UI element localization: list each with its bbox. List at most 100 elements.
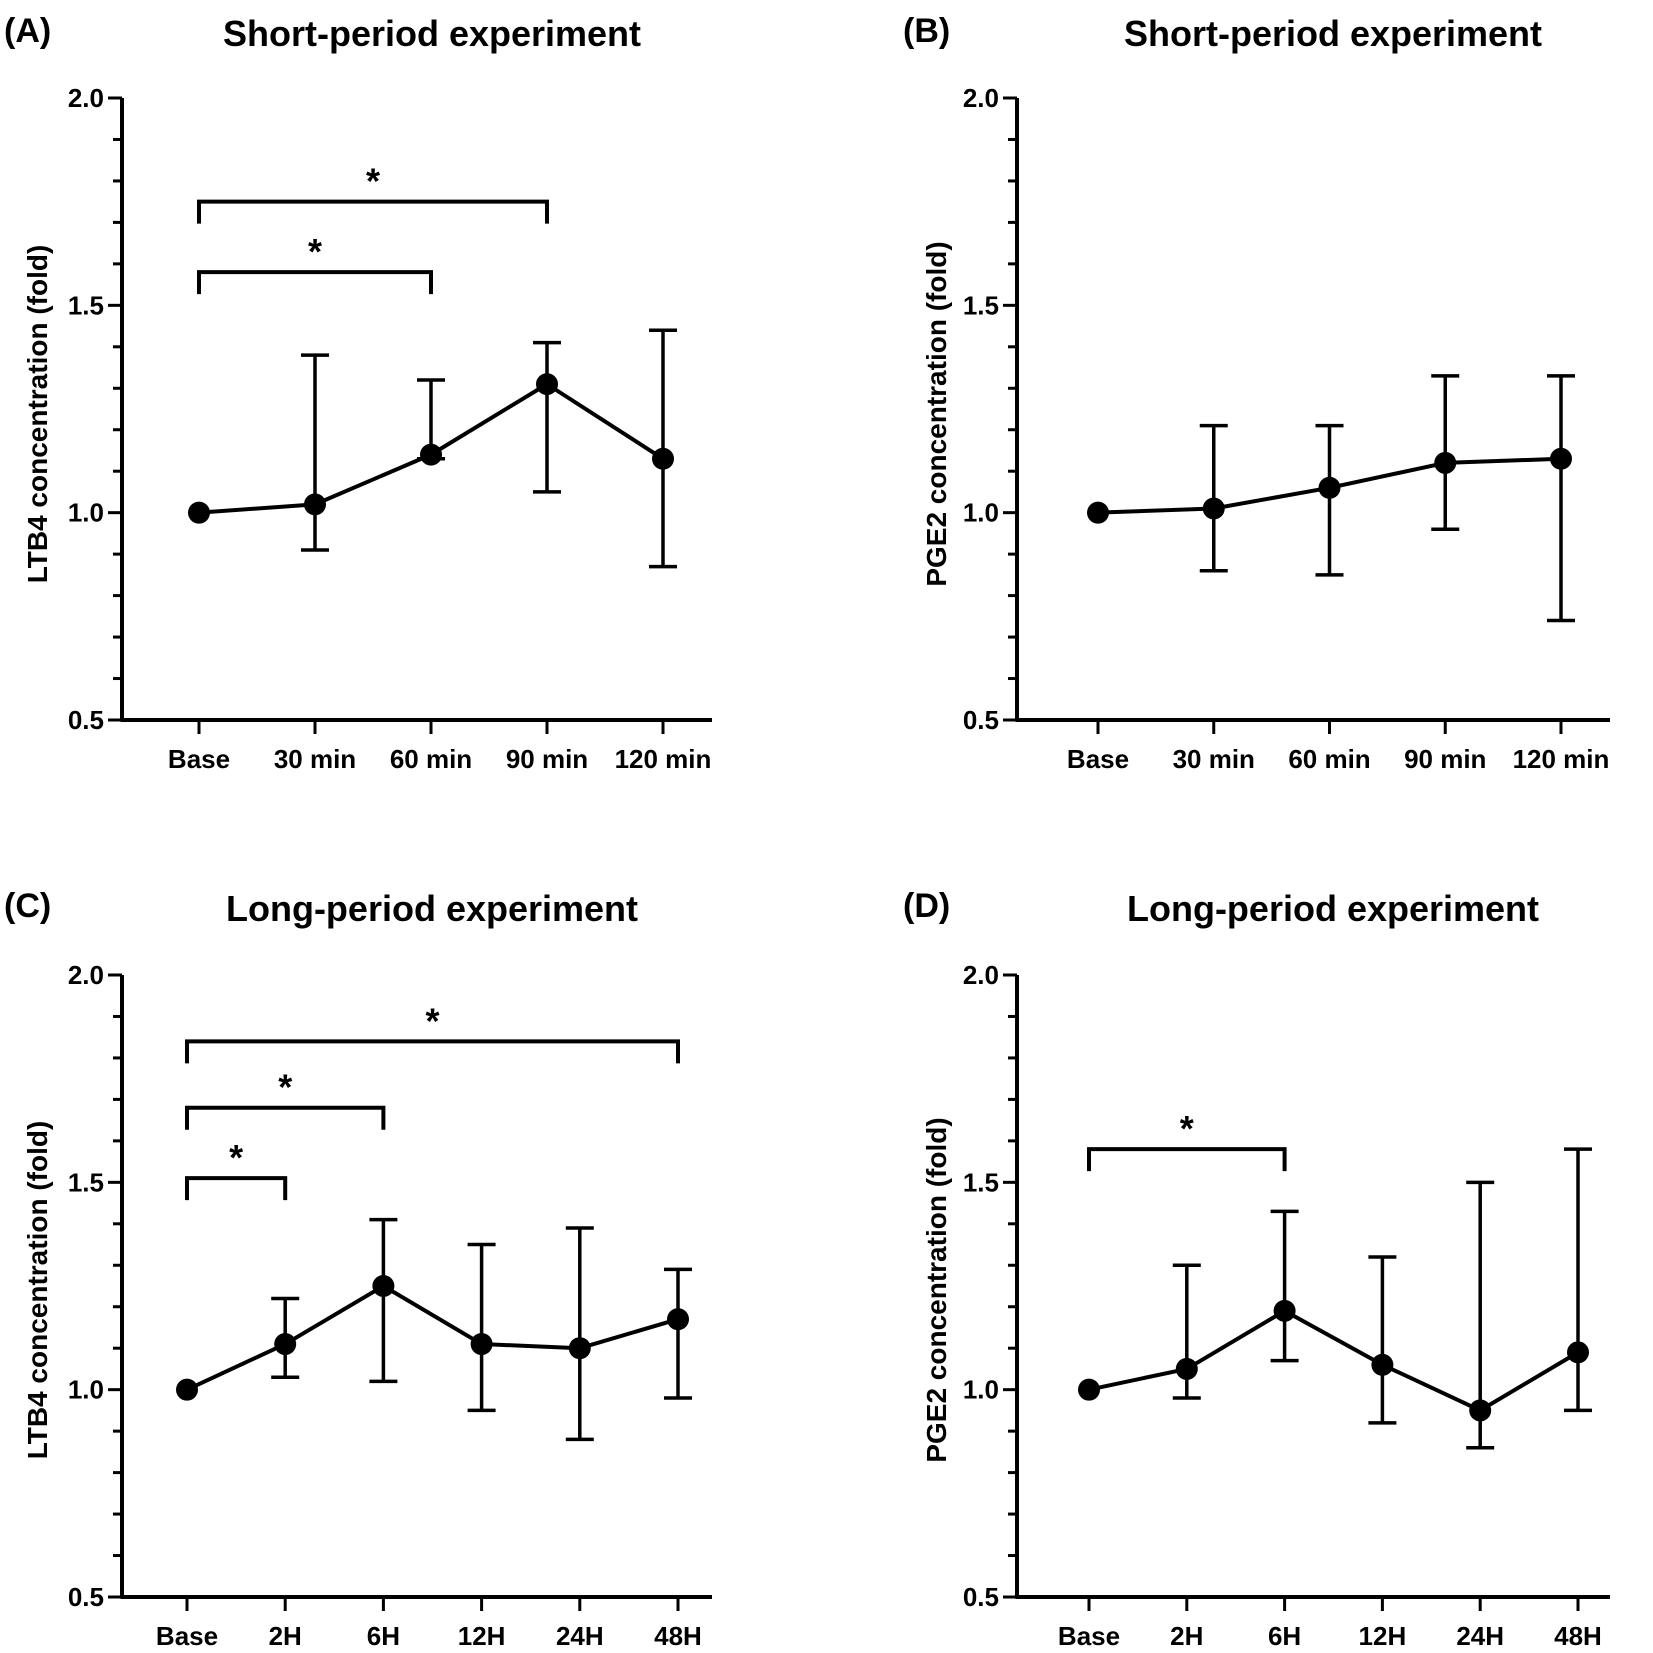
panel-b: (B) Short-period experiment PGE2 concent… [903,12,1610,774]
panel-a-bracket-line [197,199,549,224]
panel-a-x-tick-label: 120 min [615,744,712,774]
panel-a-y-tick-label: 1.0 [68,498,104,528]
panel-b-x-tick-label: 30 min [1173,744,1255,774]
panel-d-significance-bracket: * [1087,1108,1287,1172]
panel-b-letter: (B) [903,12,950,50]
panel-c-error-bar [467,1242,496,1413]
panel-d: (D) Long-period experiment PGE2 concentr… [903,887,1610,1651]
panel-c-y-tick-label: 0.5 [68,1582,104,1612]
panel-b-title: Short-period experiment [1124,13,1542,54]
panel-c-y-tick-label: 2.0 [68,960,104,990]
panel-b-x-tick-label: 120 min [1513,744,1610,774]
panel-d-letter: (D) [903,887,950,925]
panel-a-data-point [188,501,210,524]
panel-a-data-point [652,447,674,470]
panel-c-x-tick-label: 24H [556,1621,604,1651]
panel-a-bracket-line [197,270,433,295]
panel-b-plot: 0.5 1.0 1.5 2.0 Base 30 min 60 min 90 min 120 mi… [963,83,1610,774]
panel-d-x-tick-label: 48H [1554,1621,1602,1651]
panel-c-significance-bracket: * [185,1000,680,1064]
panel-d-x-tick-label: 6H [1268,1621,1301,1651]
panel-d-bracket-line [1087,1147,1287,1172]
panel-a-significance-star: * [366,161,380,202]
panel-a-y-axis-label: LTB4 concentration (fold) [22,245,53,584]
panel-d-data-point [1469,1399,1492,1422]
panel-a-error-bar [533,340,561,494]
panel-a-title: Short-period experiment [223,13,641,54]
panel-c-significance-bracket: * [185,1137,288,1201]
panel-c-significance-star: * [425,1000,439,1041]
panel-c-bracket-line [185,1105,386,1130]
panel-d-x-tick-label: 12H [1359,1621,1407,1651]
panel-b-y-axis-label: PGE2 concentration (fold) [921,241,952,586]
panel-c-significance-star: * [278,1067,292,1108]
panel-b-y-tick-label: 1.0 [963,498,999,528]
panel-c-data-point [667,1308,689,1331]
panel-a-error-bar [301,353,329,552]
panel-d-error-bar [1368,1255,1397,1425]
panel-c-data-point [176,1378,198,1401]
panel-c-data-point [372,1275,395,1297]
panel-b-x-tick-label: 60 min [1288,744,1370,774]
panel-d-y-tick-label: 2.0 [963,960,999,990]
panel-c-bracket-line [185,1176,288,1201]
panel-a-plot: 0.5 1.0 1.5 2.0 Base 30 min 60 min 90 min 120 mi… [68,83,712,774]
panel-d-x-tick-label: 24H [1456,1621,1504,1651]
panel-c-letter: (C) [4,887,51,925]
panel-a-x-tick-label: Base [168,744,230,774]
panel-c-y-tick-label: 1.0 [68,1375,104,1405]
panel-d-error-bar [1270,1209,1299,1363]
panel-c-x-tick-label: 2H [269,1621,302,1651]
panel-a-significance-bracket: * [197,161,549,224]
panel-c-bracket-line [185,1039,680,1064]
panel-a-data-point [536,373,558,396]
panel-a-y-tick-label: 1.5 [68,290,104,320]
panel-b-y-tick-label: 2.0 [963,83,999,113]
panel-a-x-tick-label: 30 min [274,744,356,774]
panel-d-error-bar [1564,1147,1592,1413]
panel-b-y-tick-label: 1.5 [963,290,999,320]
panel-c-data-point [568,1337,591,1360]
panel-c-plot: 0.5 1.0 1.5 2.0 Base 2H 6H 12H 24H 48H * * * [68,960,712,1651]
panel-b-y-tick-label: 0.5 [963,705,999,735]
panel-c-x-tick-label: 12H [458,1621,506,1651]
panel-b-data-point [1434,451,1457,474]
panel-c-significance-star: * [229,1137,243,1178]
panel-c-error-bar [565,1226,594,1442]
panel-d-title: Long-period experiment [1127,888,1539,929]
panel-a-x-tick-label: 60 min [390,744,472,774]
panel-c-error-bar [664,1267,692,1400]
panel-b-x-tick-label: Base [1067,744,1129,774]
panel-c-series-line [186,1284,679,1392]
panel-c-significance-bracket: * [185,1067,386,1130]
panel-a-significance-bracket: * [197,231,433,295]
panel-c-data-point [274,1333,297,1356]
panel-c-data-point [470,1333,493,1356]
panel-d-x-tick-label: 2H [1170,1621,1203,1651]
panel-d-data-point [1273,1299,1296,1322]
panel-c-x-tick-label: 6H [367,1621,400,1651]
panel-a-data-point [304,493,326,516]
panel-c-y-axis-label: LTB4 concentration (fold) [22,1121,53,1460]
panel-d-data-point [1078,1378,1100,1401]
panel-c-error-bar [369,1217,398,1384]
panel-d-y-tick-label: 0.5 [963,1582,999,1612]
panel-d-y-tick-label: 1.5 [963,1167,999,1197]
panel-a-y-tick-label: 0.5 [68,705,104,735]
panel-d-y-axis-label: PGE2 concentration (fold) [921,1117,952,1462]
panel-a: (A) Short-period experiment LTB4 concent… [4,12,712,774]
panel-b-error-bar [1547,374,1575,623]
panel-c-title: Long-period experiment [226,888,638,929]
panel-d-data-point [1371,1353,1394,1376]
panel-c-x-tick-label: Base [156,1621,218,1651]
panel-d-data-point [1175,1357,1198,1380]
panel-c-y-tick-label: 1.5 [68,1167,104,1197]
panel-a-letter: (A) [4,12,51,50]
panel-d-y-tick-label: 1.0 [963,1375,999,1405]
panel-d-significance-star: * [1180,1108,1194,1149]
panel-c: (C) Long-period experiment LTB4 concentr… [4,887,712,1651]
panel-b-data-point [1550,447,1572,470]
panel-a-x-tick-label: 90 min [506,744,588,774]
panel-b-data-point [1087,501,1109,524]
